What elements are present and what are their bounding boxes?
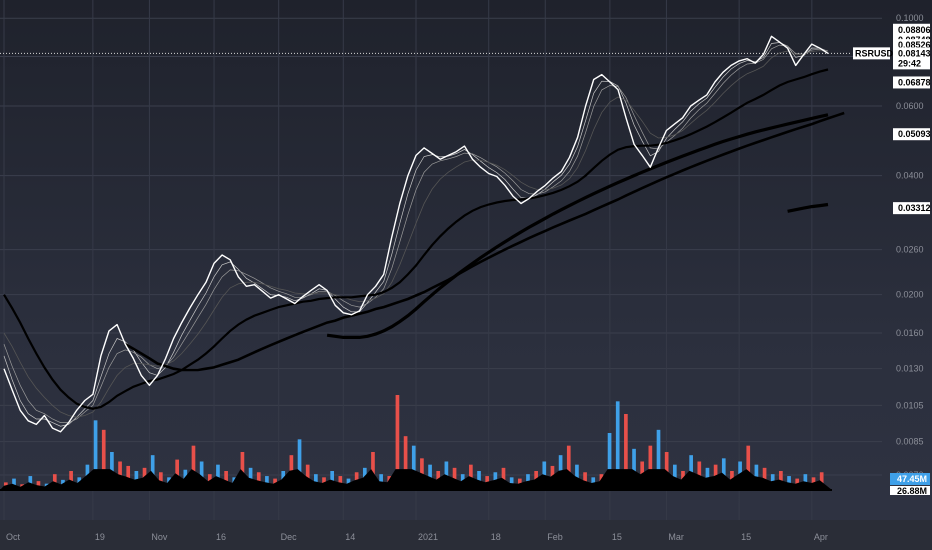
last-price-text: 0.08143 [898,48,931,58]
volume-bar [648,445,653,490]
countdown-text: 29:42 [898,58,921,68]
y-tick-label: 0.0600 [896,101,924,111]
volume-badge-2-text: 26.88M [897,486,927,496]
volume-bar [501,467,506,490]
volume-bar [395,395,400,490]
moving-average-line [326,113,829,339]
moving-averages [3,42,845,427]
x-tick-label: 19 [95,532,105,542]
price-series-line [3,35,829,433]
volume-bar [746,445,751,490]
volume-bar [240,452,245,490]
volume-bar [297,439,302,490]
volume-bar [101,429,106,490]
x-tick-label: Nov [151,532,168,542]
volume-bar [411,445,416,490]
x-tick-label: Oct [6,532,21,542]
price-line [3,35,829,433]
x-tick-label: 18 [491,532,501,542]
moving-average-line [3,44,829,423]
x-tick-label: Feb [547,532,563,542]
y-tick-label: 0.0200 [896,290,924,300]
price-label-box [893,128,930,141]
volume-bar [656,429,661,490]
y-tick-label: 0.0400 [896,171,924,181]
volume-bars [0,395,832,491]
y-tick-label: 0.0130 [896,364,924,374]
volume-bar [199,461,204,490]
volume-bar [12,478,16,490]
volume-badge-2 [890,486,930,495]
grid-lines [0,0,882,520]
moving-average-line [124,111,845,372]
volume-bar [819,472,824,490]
volume-bar [566,445,571,490]
price-label-box [893,76,930,89]
price-label-text: 0.08806 [898,25,931,35]
y-tick-label: 0.0260 [896,245,924,255]
price-label-text: 0.08526 [898,40,931,50]
x-tick-label: Mar [668,532,684,542]
price-label-text: 0.06878 [898,77,931,87]
moving-average-line [3,42,829,427]
volume-badge-text: 47.45M [897,474,927,484]
volume-badge [890,473,930,485]
y-tick-label: 0.0105 [896,400,924,410]
symbol-badge [853,47,890,60]
y-tick-label: 0.1000 [896,13,924,23]
y-tick-label: 0.0085 [896,437,924,447]
volume-bar [632,448,636,490]
price-label-box [893,23,930,36]
x-tick-label: Dec [281,532,298,542]
x-tick-label: 15 [612,532,622,542]
last-price-badge [893,47,930,70]
volume-bar [191,445,196,490]
volume-bar [371,452,375,490]
x-tick-label: 16 [216,532,226,542]
price-label-text: 0.03312 [898,203,931,213]
x-tick-label: 14 [345,532,355,542]
price-labels: 0.088060.087480.085260.080900.068780.050… [853,23,931,496]
volume-bar [150,455,155,490]
x-axis-band [0,520,932,550]
x-tick-label: 2021 [418,532,438,542]
x-tick-label: 15 [741,532,751,542]
moving-average-line [3,68,829,410]
volume-bar [93,420,98,490]
price-label-text: 0.05093 [898,129,931,139]
volume-ma-area [0,469,832,490]
y-tick-label: 0.0160 [896,328,924,338]
volume-bar [624,414,628,490]
volume-bar [615,401,620,490]
x-tick-label: Apr [814,532,828,542]
symbol-label: RSRUSDT [855,48,899,58]
volume-bar [403,436,408,490]
moving-average-line [3,50,829,418]
volume-bar [607,433,612,490]
price-label-box [893,202,930,215]
x-axis: Oct 19 Nov 16 Dec 14 2021 18 Feb 15 Mar 15 Apr [0,520,932,550]
volume-bar [721,458,726,490]
moving-average-line [787,202,829,213]
